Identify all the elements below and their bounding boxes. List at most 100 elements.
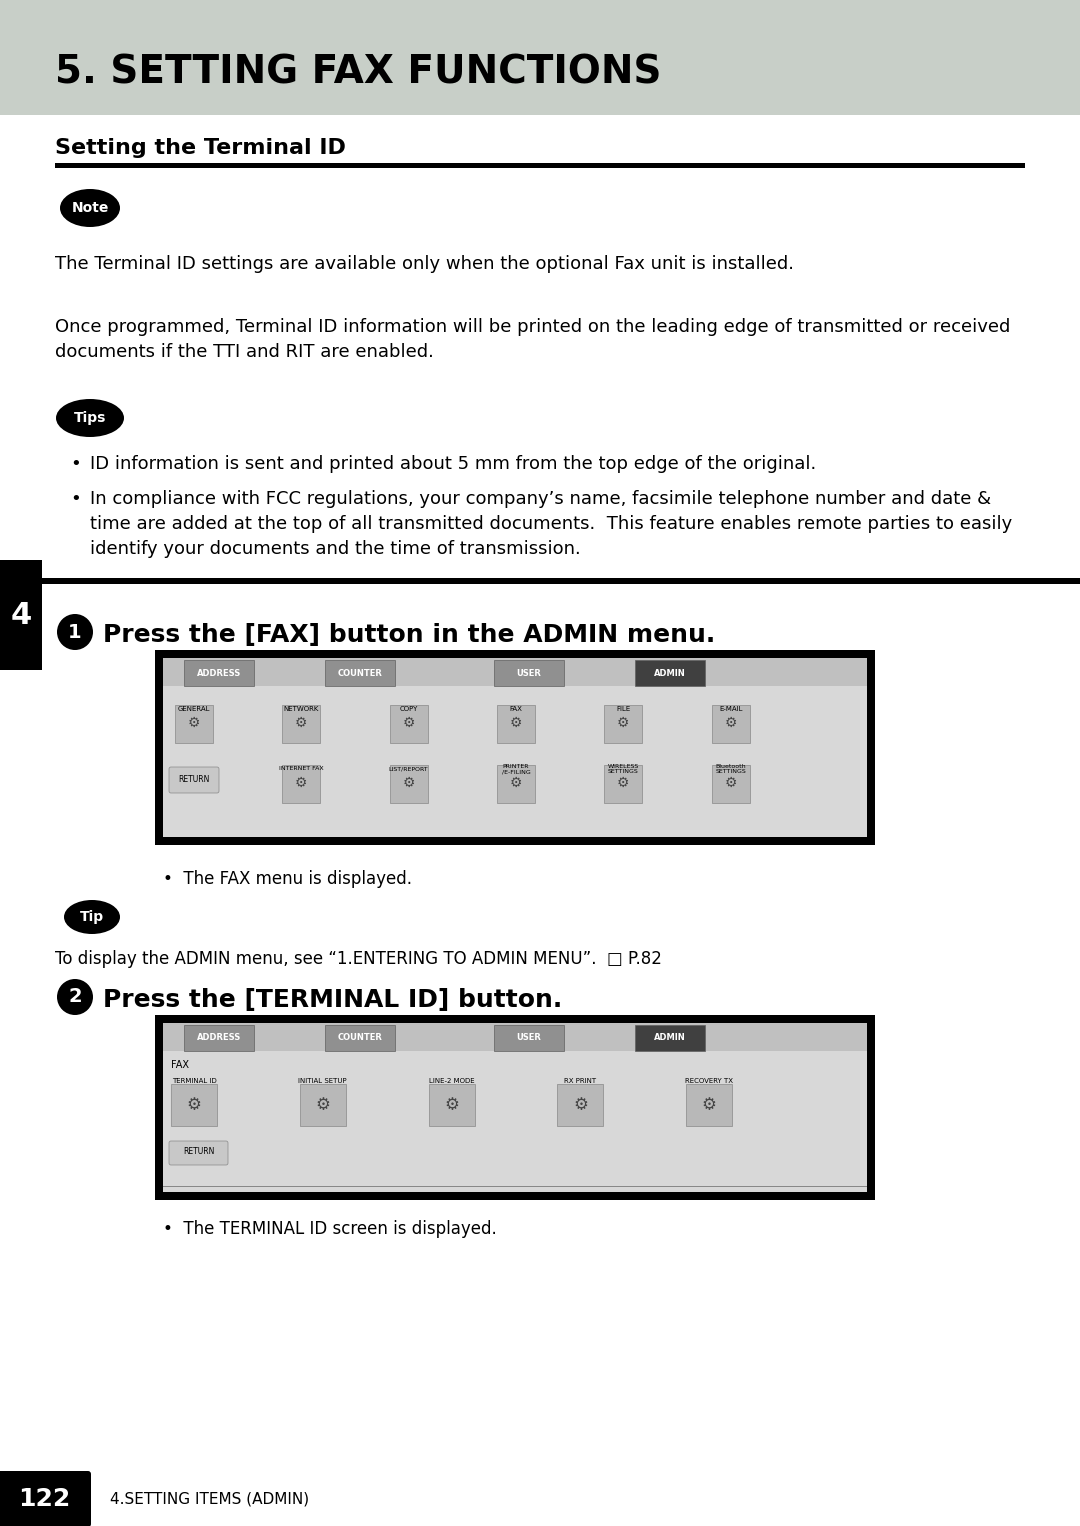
Bar [605, 705, 643, 743]
Bar [635, 1025, 705, 1051]
Text: ⚙: ⚙ [510, 716, 523, 729]
Text: INTERNET FAX: INTERNET FAX [279, 766, 324, 772]
Text: Note: Note [71, 201, 109, 215]
Bar [325, 661, 395, 687]
Text: ADMIN: ADMIN [654, 668, 686, 678]
Circle shape [57, 613, 93, 650]
Text: •  The FAX menu is displayed.: • The FAX menu is displayed. [163, 870, 411, 888]
Bar [282, 765, 321, 803]
Text: COUNTER: COUNTER [338, 668, 382, 678]
Text: ⚙: ⚙ [403, 777, 415, 790]
Text: 4: 4 [11, 601, 31, 630]
Bar [325, 1025, 395, 1051]
Text: LINE-2 MODE: LINE-2 MODE [429, 1077, 474, 1083]
Bar [390, 705, 428, 743]
Text: GENERAL: GENERAL [178, 707, 211, 713]
Bar [163, 658, 867, 687]
Text: WIRELESS
SETTINGS: WIRELESS SETTINGS [608, 763, 639, 774]
Text: Tip: Tip [80, 909, 104, 925]
Bar [156, 1015, 875, 1199]
Text: 4.SETTING ITEMS (ADMIN): 4.SETTING ITEMS (ADMIN) [110, 1491, 309, 1506]
Text: ⚙: ⚙ [702, 1096, 717, 1114]
Text: USER: USER [516, 1033, 541, 1042]
Text: LIST/REPORT: LIST/REPORT [389, 766, 429, 772]
Text: ADDRESS: ADDRESS [198, 1033, 242, 1042]
Circle shape [57, 980, 93, 1015]
Bar [185, 661, 254, 687]
Bar [712, 765, 750, 803]
Bar [0, 1473, 1080, 1526]
Bar [300, 1083, 346, 1126]
Text: 2: 2 [68, 987, 82, 1007]
Text: ⚙: ⚙ [295, 716, 308, 729]
Text: In compliance with FCC regulations, your company’s name, facsimile telephone num: In compliance with FCC regulations, your… [90, 490, 1012, 559]
Text: ADDRESS: ADDRESS [198, 668, 242, 678]
Bar [175, 705, 213, 743]
Bar [429, 1083, 474, 1126]
Text: TERMINAL ID: TERMINAL ID [172, 1077, 216, 1083]
Bar [163, 687, 867, 836]
Text: PRINTER
/E-FILING: PRINTER /E-FILING [501, 763, 530, 774]
Text: ⚙: ⚙ [573, 1096, 588, 1114]
Text: To display the ADMIN menu, see “1.ENTERING TO ADMIN MENU”.  □ P.82: To display the ADMIN menu, see “1.ENTERI… [55, 951, 662, 967]
Text: Setting the Terminal ID: Setting the Terminal ID [55, 137, 346, 159]
FancyBboxPatch shape [0, 1471, 91, 1526]
Text: ADMIN: ADMIN [654, 1033, 686, 1042]
Text: Once programmed, Terminal ID information will be printed on the leading edge of : Once programmed, Terminal ID information… [55, 317, 1011, 362]
Bar [0, 0, 1080, 114]
Text: RETURN: RETURN [178, 775, 210, 783]
Text: •: • [70, 490, 81, 508]
Bar [163, 1022, 867, 1051]
Text: 122: 122 [18, 1486, 70, 1511]
Bar [171, 1083, 217, 1126]
Text: ⚙: ⚙ [725, 777, 737, 790]
Bar [605, 765, 643, 803]
Text: ⚙: ⚙ [295, 777, 308, 790]
Text: 5. SETTING FAX FUNCTIONS: 5. SETTING FAX FUNCTIONS [55, 53, 661, 92]
FancyBboxPatch shape [168, 1141, 228, 1164]
Bar [163, 1051, 867, 1192]
Bar [42, 578, 1080, 584]
Text: COPY: COPY [400, 707, 418, 713]
Bar [494, 661, 564, 687]
Text: Bluetooth
SETTINGS: Bluetooth SETTINGS [715, 763, 746, 774]
Text: ⚙: ⚙ [403, 716, 415, 729]
FancyBboxPatch shape [0, 560, 42, 670]
Text: FAX: FAX [171, 1061, 189, 1070]
Text: FILE: FILE [617, 707, 631, 713]
Text: •: • [70, 455, 81, 473]
Bar [185, 1025, 254, 1051]
Bar [390, 765, 428, 803]
Text: ⚙: ⚙ [188, 716, 200, 729]
Text: FAX: FAX [510, 707, 523, 713]
Text: Press the [TERMINAL ID] button.: Press the [TERMINAL ID] button. [103, 987, 563, 1012]
Bar [497, 765, 535, 803]
Bar [712, 705, 750, 743]
Text: COUNTER: COUNTER [338, 1033, 382, 1042]
Text: RETURN: RETURN [184, 1148, 215, 1157]
Bar [635, 661, 705, 687]
Bar [686, 1083, 732, 1126]
Text: ID information is sent and printed about 5 mm from the top edge of the original.: ID information is sent and printed about… [90, 455, 816, 473]
Text: ⚙: ⚙ [444, 1096, 459, 1114]
Ellipse shape [64, 900, 120, 934]
Text: 1: 1 [68, 623, 82, 641]
Bar [156, 650, 875, 845]
Text: ⚙: ⚙ [617, 777, 630, 790]
Text: Tips: Tips [73, 410, 106, 426]
Ellipse shape [56, 398, 124, 436]
Text: INITIAL SETUP: INITIAL SETUP [298, 1077, 347, 1083]
Text: ⚙: ⚙ [617, 716, 630, 729]
Text: ⚙: ⚙ [187, 1096, 202, 1114]
Bar [557, 1083, 604, 1126]
Ellipse shape [60, 189, 120, 227]
Text: NETWORK: NETWORK [284, 707, 319, 713]
Text: RX PRINT: RX PRINT [565, 1077, 596, 1083]
Text: USER: USER [516, 668, 541, 678]
Text: ⚙: ⚙ [315, 1096, 330, 1114]
Text: The Terminal ID settings are available only when the optional Fax unit is instal: The Terminal ID settings are available o… [55, 255, 794, 273]
Text: •  The TERMINAL ID screen is displayed.: • The TERMINAL ID screen is displayed. [163, 1219, 497, 1238]
Bar [497, 705, 535, 743]
Text: ⚙: ⚙ [725, 716, 737, 729]
Text: Press the [FAX] button in the ADMIN menu.: Press the [FAX] button in the ADMIN menu… [103, 623, 715, 647]
